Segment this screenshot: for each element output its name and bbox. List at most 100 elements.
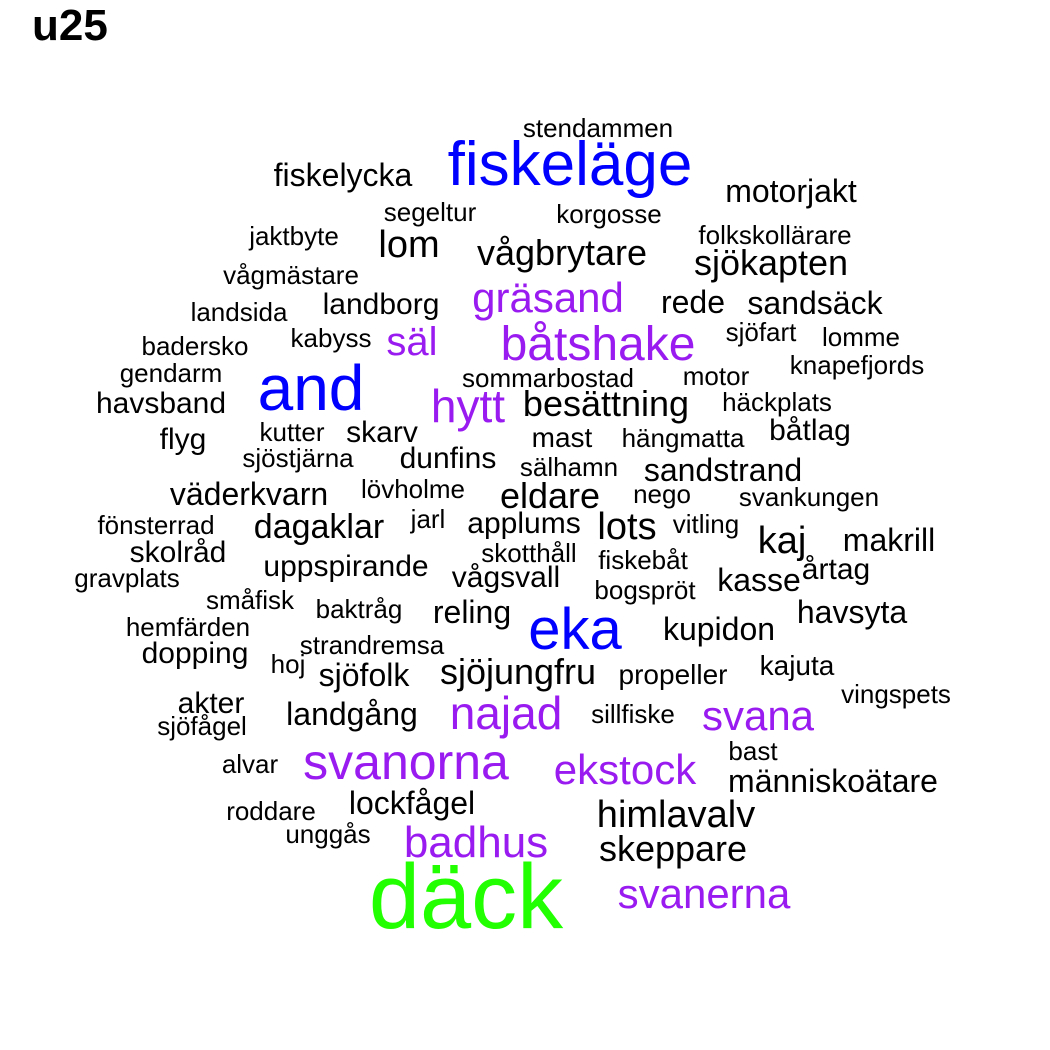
word-kutter: kutter: [259, 417, 325, 447]
word-lomme: lomme: [821, 322, 901, 352]
word-sjöstjärna: sjöstjärna: [242, 443, 354, 473]
word-vågmästare: vågmästare: [223, 260, 359, 290]
word-gräsand: gräsand: [472, 274, 624, 321]
word-svankungen: svankungen: [738, 482, 880, 512]
word-lom: lom: [378, 224, 440, 266]
word-hoj: hoj: [270, 649, 306, 679]
word-havsyta: havsyta: [796, 594, 908, 630]
word-makrill: makrill: [842, 522, 936, 558]
word-båtshake: båtshake: [500, 318, 696, 371]
word-sjökapten: sjökapten: [693, 242, 849, 283]
word-folkskollärare: folkskollärare: [698, 220, 852, 250]
word-skarv: skarv: [346, 416, 418, 449]
word-hytt: hytt: [430, 380, 506, 432]
word-kaj: kaj: [757, 520, 807, 562]
word-flyg: flyg: [159, 423, 207, 456]
word-havsband: havsband: [95, 387, 227, 420]
word-ekstock: ekstock: [553, 746, 697, 793]
word-småfisk: småfisk: [205, 585, 295, 615]
word-baktråg: baktråg: [315, 594, 403, 624]
word-skolråd: skolråd: [129, 536, 227, 569]
word-jarl: jarl: [410, 504, 446, 534]
word-dunfins: dunfins: [399, 442, 497, 475]
word-landborg: landborg: [322, 288, 440, 321]
word-fiskelycka: fiskelycka: [273, 157, 413, 193]
word-häckplats: häckplats: [722, 387, 832, 417]
word-vingspets: vingspets: [841, 679, 951, 709]
word-sandstrand: sandstrand: [643, 452, 803, 488]
word-and: and: [257, 352, 365, 424]
word-svana: svana: [701, 692, 815, 739]
word-gendarm: gendarm: [119, 358, 223, 388]
word-gravplats: gravplats: [74, 563, 180, 593]
word-segeltur: segeltur: [383, 197, 477, 227]
word-lots: lots: [597, 506, 657, 548]
word-unggås: unggås: [285, 819, 371, 849]
word-alvar: alvar: [221, 749, 279, 779]
word-svanerna: svanerna: [617, 870, 791, 917]
word-landgång: landgång: [286, 696, 418, 732]
word-roddare: roddare: [226, 796, 316, 826]
page-title: u25: [32, 1, 108, 50]
word-fönsterrad: fönsterrad: [97, 510, 215, 540]
word-årtag: årtag: [801, 553, 871, 586]
word-sjöfart: sjöfart: [725, 317, 797, 347]
word-nego: nego: [633, 479, 691, 509]
word-lövholme: lövholme: [360, 474, 466, 504]
word-skotthåll: skotthåll: [481, 538, 577, 568]
word-lockfågel: lockfågel: [348, 785, 476, 821]
word-najad: najad: [449, 687, 563, 739]
word-däck: däck: [368, 846, 564, 948]
word-vitling: vitling: [672, 509, 740, 539]
word-mast: mast: [531, 422, 593, 453]
word-dopping: dopping: [141, 637, 249, 670]
word-uppspirande: uppspirande: [263, 550, 429, 583]
word-akter: akter: [177, 687, 245, 720]
word-propeller: propeller: [618, 659, 728, 690]
word-vågsvall: vågsvall: [451, 561, 561, 594]
word-dagaklar: dagaklar: [253, 508, 385, 546]
word-sjöfågel: sjöfågel: [157, 711, 247, 741]
word-vågbrytare: vågbrytare: [476, 232, 648, 273]
word-badhus: badhus: [403, 818, 549, 867]
word-sandsäck: sandsäck: [747, 285, 883, 321]
word-strandremsa: strandremsa: [299, 630, 445, 660]
word-sjöjungfru: sjöjungfru: [439, 651, 597, 692]
word-fiskebåt: fiskebåt: [598, 545, 688, 575]
word-hemfärden: hemfärden: [125, 612, 251, 642]
word-väderkvarn: väderkvarn: [169, 476, 329, 512]
word-sälhamn: sälhamn: [519, 452, 619, 482]
word-skeppare: skeppare: [598, 828, 748, 869]
word-människoätare: människoätare: [728, 763, 938, 799]
word-sillfiske: sillfiske: [591, 699, 675, 729]
word-fiskeläge: fiskeläge: [447, 130, 693, 199]
word-eldare: eldare: [499, 475, 601, 516]
word-bast: bast: [728, 736, 778, 766]
word-badersko: badersko: [141, 331, 249, 361]
word-svanorna: svanorna: [303, 734, 509, 790]
word-landsida: landsida: [190, 297, 288, 327]
word-bogspröt: bogspröt: [594, 575, 696, 605]
word-stendammen: stendammen: [522, 113, 674, 143]
word-knapefjords: knapefjords: [789, 350, 925, 380]
word-motorjakt: motorjakt: [725, 173, 857, 209]
word-kupidon: kupidon: [662, 611, 776, 647]
word-kabyss: kabyss: [290, 323, 372, 353]
word-jaktbyte: jaktbyte: [249, 221, 339, 251]
word-himlavalv: himlavalv: [596, 794, 756, 836]
word-motor: motor: [682, 361, 750, 391]
word-hängmatta: hängmatta: [621, 423, 745, 453]
word-besättning: besättning: [522, 383, 690, 424]
word-sjöfolk: sjöfolk: [318, 657, 410, 693]
word-säl: säl: [386, 320, 438, 364]
word-kajuta: kajuta: [759, 650, 835, 681]
word-rede: rede: [660, 284, 726, 320]
word-båtlag: båtlag: [769, 414, 851, 447]
word-korgosse: korgosse: [556, 199, 662, 229]
word-eka: eka: [528, 597, 622, 662]
word-sommarbostad: sommarbostad: [462, 363, 634, 393]
word-applums: applums: [467, 507, 581, 540]
word-reling: reling: [432, 594, 512, 630]
word-kasse: kasse: [717, 562, 801, 598]
